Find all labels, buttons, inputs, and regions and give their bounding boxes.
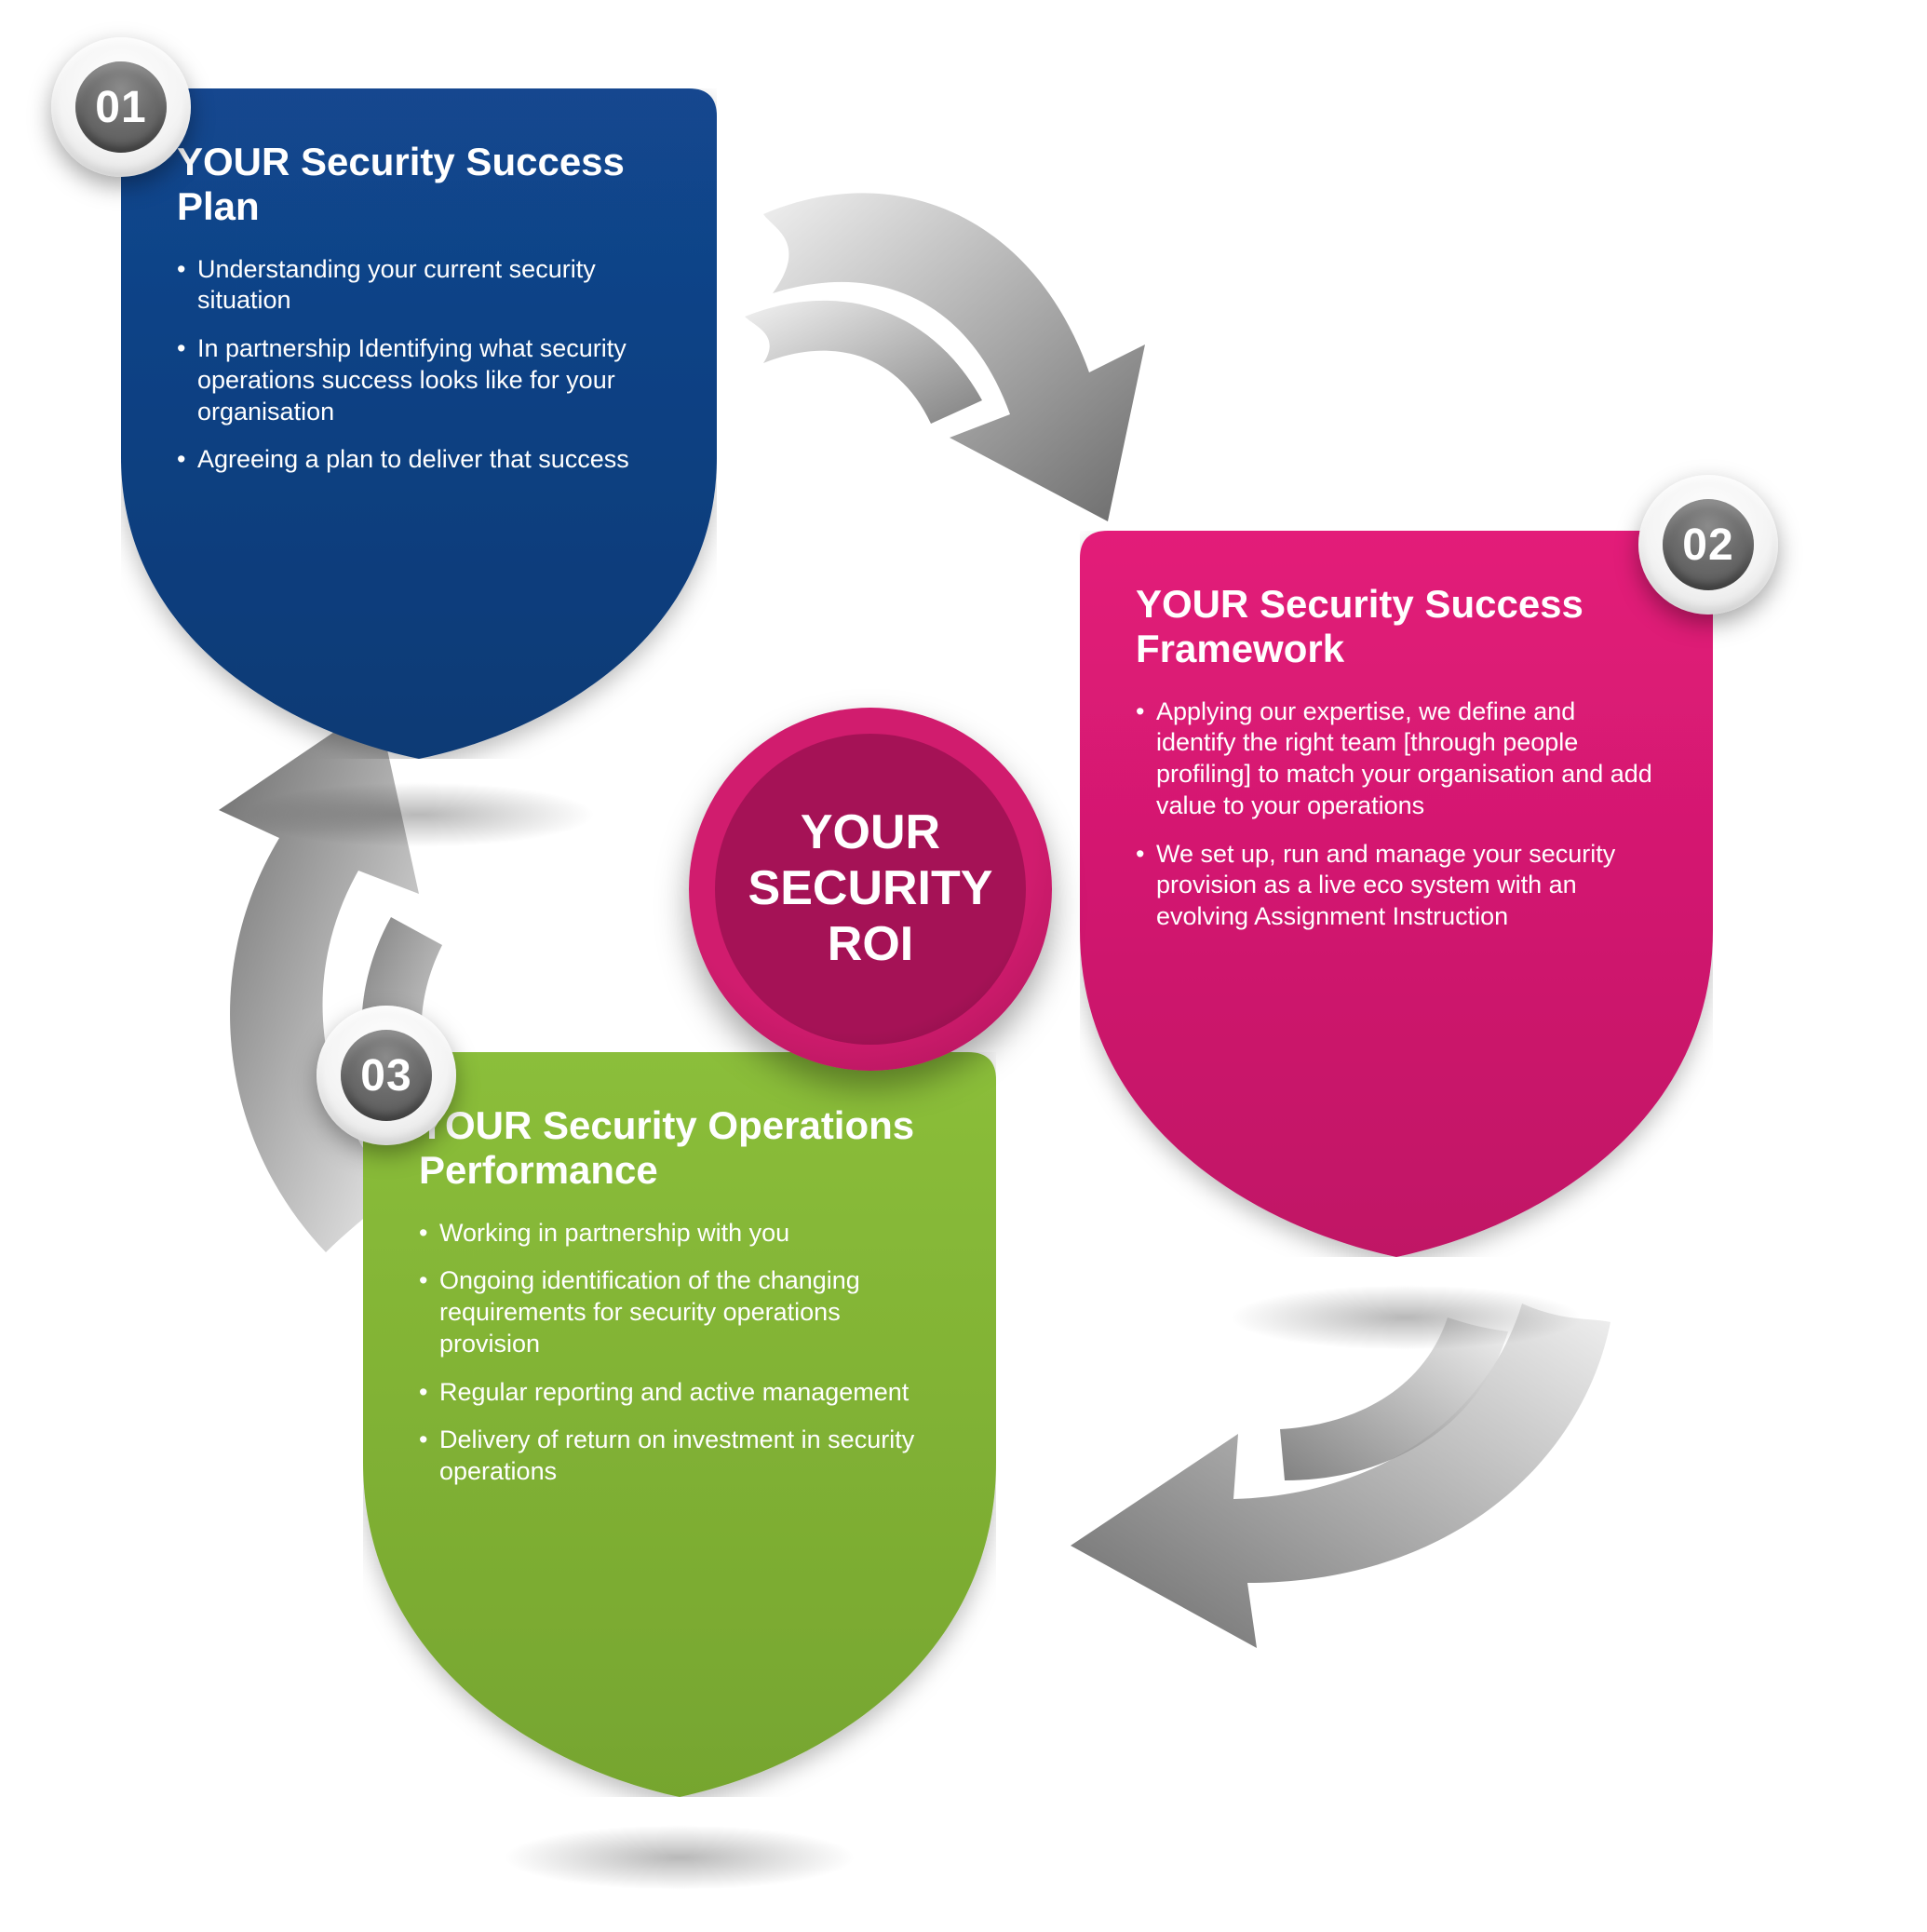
shield-bullet: Delivery of return on investment in secu… bbox=[419, 1425, 940, 1488]
shield-bullet: We set up, run and manage your security … bbox=[1136, 839, 1657, 933]
number-badge-03: 03 bbox=[317, 1006, 456, 1145]
arrow-2-to-3 bbox=[1071, 1304, 1610, 1648]
shield-bullets: Understanding your current security situ… bbox=[177, 254, 661, 477]
center-line2: SECURITY bbox=[748, 861, 993, 915]
shield-bullet: Ongoing identification of the changing r… bbox=[419, 1265, 940, 1359]
center-line1: YOUR bbox=[801, 805, 940, 859]
shield-shadow bbox=[1229, 1285, 1583, 1350]
shield-content: YOUR Security Success Framework Applying… bbox=[1136, 582, 1657, 950]
shield-shadow bbox=[242, 782, 596, 847]
shield-bullet: Regular reporting and active management bbox=[419, 1377, 940, 1409]
shield-title: YOUR Security Operations Performance bbox=[419, 1103, 940, 1194]
shield-bullet: Understanding your current security situ… bbox=[177, 254, 661, 317]
number-badge-01: 01 bbox=[51, 37, 191, 177]
shield-bullets: Working in partnership with you Ongoing i… bbox=[419, 1218, 940, 1488]
center-line3: ROI bbox=[828, 917, 913, 971]
shield-content: YOUR Security Operations Performance Wor… bbox=[419, 1103, 940, 1505]
shield-bullet: Working in partnership with you bbox=[419, 1218, 940, 1250]
shield-01: YOUR Security Success Plan Understanding… bbox=[121, 88, 717, 759]
shield-shadow bbox=[503, 1825, 856, 1890]
center-hub: YOUR SECURITY ROI bbox=[689, 708, 1052, 1071]
shield-bullet: Agreeing a plan to deliver that success bbox=[177, 444, 661, 476]
number-badge-02: 02 bbox=[1638, 475, 1778, 615]
badge-inner: 01 bbox=[75, 61, 167, 153]
badge-inner: 02 bbox=[1663, 499, 1754, 590]
shield-title: YOUR Security Success Plan bbox=[177, 140, 661, 230]
badge-number: 02 bbox=[1682, 520, 1733, 571]
shield-content: YOUR Security Success Plan Understanding… bbox=[177, 140, 661, 493]
badge-inner: 03 bbox=[341, 1030, 432, 1121]
badge-number: 01 bbox=[95, 82, 146, 133]
shield-bullet: In partnership Identifying what security… bbox=[177, 333, 661, 427]
shield-bullets: Applying our expertise, we define and id… bbox=[1136, 696, 1657, 933]
badge-number: 03 bbox=[360, 1050, 411, 1101]
center-text: YOUR SECURITY ROI bbox=[730, 805, 1012, 972]
arrow-1-to-2 bbox=[745, 193, 1145, 521]
shield-03: YOUR Security Operations Performance Wor… bbox=[363, 1052, 996, 1797]
shield-02: YOUR Security Success Framework Applying… bbox=[1080, 531, 1713, 1257]
shield-bullet: Applying our expertise, we define and id… bbox=[1136, 696, 1657, 822]
infographic-stage: YOUR SECURITY ROI YOUR Security Success … bbox=[0, 0, 1927, 1932]
shield-title: YOUR Security Success Framework bbox=[1136, 582, 1657, 672]
